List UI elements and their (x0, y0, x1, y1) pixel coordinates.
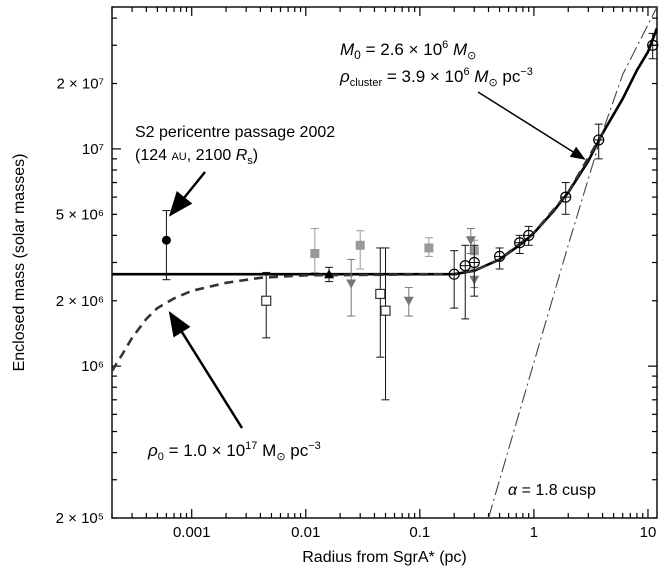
y-tick-label: 5 × 10⁶ (56, 206, 104, 223)
s2-arrow (168, 171, 206, 217)
rho0-arrow (168, 311, 244, 429)
data-point-open-circle-cross (448, 268, 460, 280)
x-tick-label: 10 (640, 524, 657, 541)
rho0-annotation: ρ0 = 1.0 × 1017 M⊙ pc−3 (147, 440, 321, 463)
data-point-open-circle-cross (647, 39, 659, 51)
y-tick-label: 2 × 10⁶ (56, 293, 104, 310)
y-tick-label: 2 × 10⁷ (56, 76, 104, 93)
data-point-grey-square (355, 240, 365, 250)
y-axis-label: Enclosed mass (solar masses) (11, 154, 28, 372)
data-point-open-circle-cross (593, 134, 605, 146)
data-point-open-circle-cross (514, 237, 526, 249)
y-tick-label: 10⁶ (81, 358, 104, 375)
m0-arrow (477, 91, 586, 160)
m0-annotation: M0 = 2.6 × 106 M⊙ (340, 39, 476, 62)
x-tick-label: 0.1 (409, 524, 430, 541)
model-curve-dashed (112, 132, 604, 372)
data-point-filled-circle (161, 235, 171, 245)
y-tick-label: 10⁷ (82, 141, 104, 158)
data-point-open-square (261, 295, 272, 306)
data-point-open-square (380, 305, 391, 316)
data-point-open-circle-cross (468, 256, 480, 269)
cusp-annotation: α = 1.8 cusp (508, 482, 596, 499)
data-point-grey-square (424, 243, 434, 253)
data-point-open-square (375, 288, 386, 300)
data-point-open-circle-cross (493, 250, 506, 263)
y-tick-label: 2 × 10⁵ (56, 510, 104, 527)
data-point-open-circle-cross (523, 229, 535, 241)
data-point-grey-triangle-down (465, 236, 476, 246)
model-curve-dashdot (487, 7, 657, 518)
x-tick-label: 0.01 (291, 524, 320, 541)
x-tick-label: 1 (530, 524, 538, 541)
x-axis-label: Radius from SgrA* (pc) (302, 549, 467, 566)
data-point-open-circle-cross (560, 191, 572, 203)
data-point-grey-square (310, 249, 320, 259)
data-point-triangle-up (324, 269, 335, 279)
s2-annotation-line2: (124 AU, 2100 Rs) (135, 147, 258, 167)
rho-cluster-annotation: ρcluster = 3.9 × 106 M⊙ pc−3 (339, 66, 533, 89)
data-point-grey-triangle-down (346, 279, 357, 289)
s2-annotation-line1: S2 pericentre passage 2002 (135, 124, 335, 141)
x-tick-label: 0.001 (173, 524, 211, 541)
data-point-grey-triangle-down (403, 296, 414, 306)
